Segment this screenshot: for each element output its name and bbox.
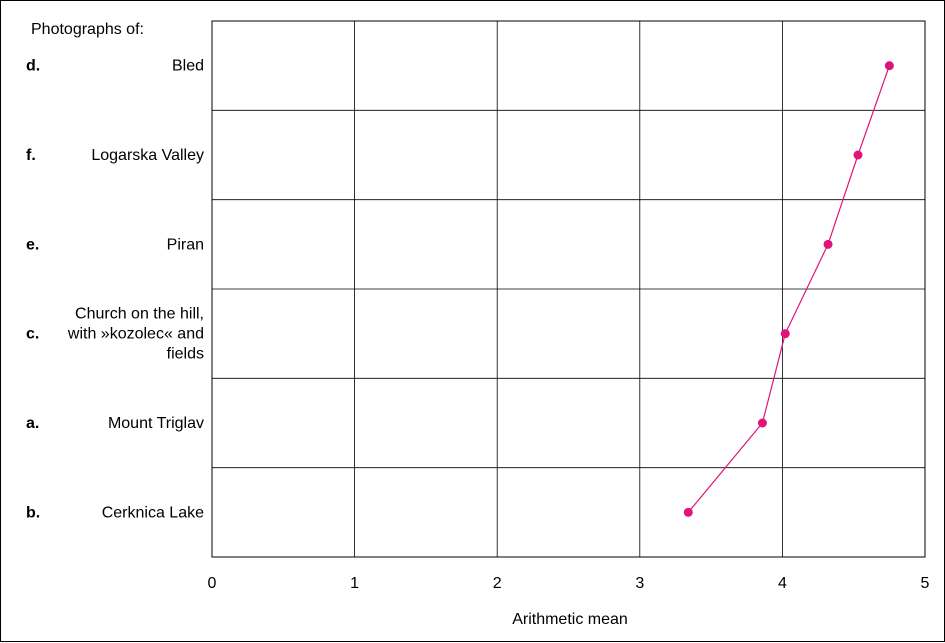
category-label: Mount Triglav (108, 415, 204, 432)
category-label: with »kozolec« and (67, 326, 204, 343)
category-label: fields (167, 346, 204, 363)
category-label: Piran (167, 236, 204, 253)
data-point (823, 239, 833, 249)
x-tick-labels: 0 1 2 3 4 5 (208, 575, 930, 592)
y-header: Photographs of: (31, 21, 144, 38)
data-point (780, 329, 790, 339)
category-letter: d. (26, 58, 40, 75)
data-point (884, 61, 894, 71)
category-label: Logarska Valley (91, 147, 204, 164)
category-letter: f. (26, 147, 36, 164)
category-letter: e. (26, 236, 39, 253)
x-tick-label: 1 (350, 575, 359, 592)
category-letter: b. (26, 504, 40, 521)
category-label: Bled (172, 58, 204, 75)
x-tick-label: 3 (635, 575, 644, 592)
category-letter: a. (26, 415, 39, 432)
x-tick-label: 5 (921, 575, 930, 592)
category-label: Church on the hill, (75, 306, 204, 323)
x-tick-label: 4 (778, 575, 787, 592)
data-point (853, 150, 863, 160)
x-tick-label: 2 (493, 575, 502, 592)
data-point (757, 418, 767, 428)
category-letter: c. (26, 326, 39, 343)
mean-series (683, 61, 894, 517)
category-labels: d. Bled f. Logarska Valley e. Piran c. Church o… (26, 58, 204, 522)
grid (211, 20, 926, 558)
series-line (687, 65, 890, 513)
data-point (683, 507, 693, 517)
x-axis-label: Arithmetic mean (512, 611, 628, 628)
category-label: Cerknica Lake (102, 504, 204, 521)
x-tick-label: 0 (208, 575, 217, 592)
